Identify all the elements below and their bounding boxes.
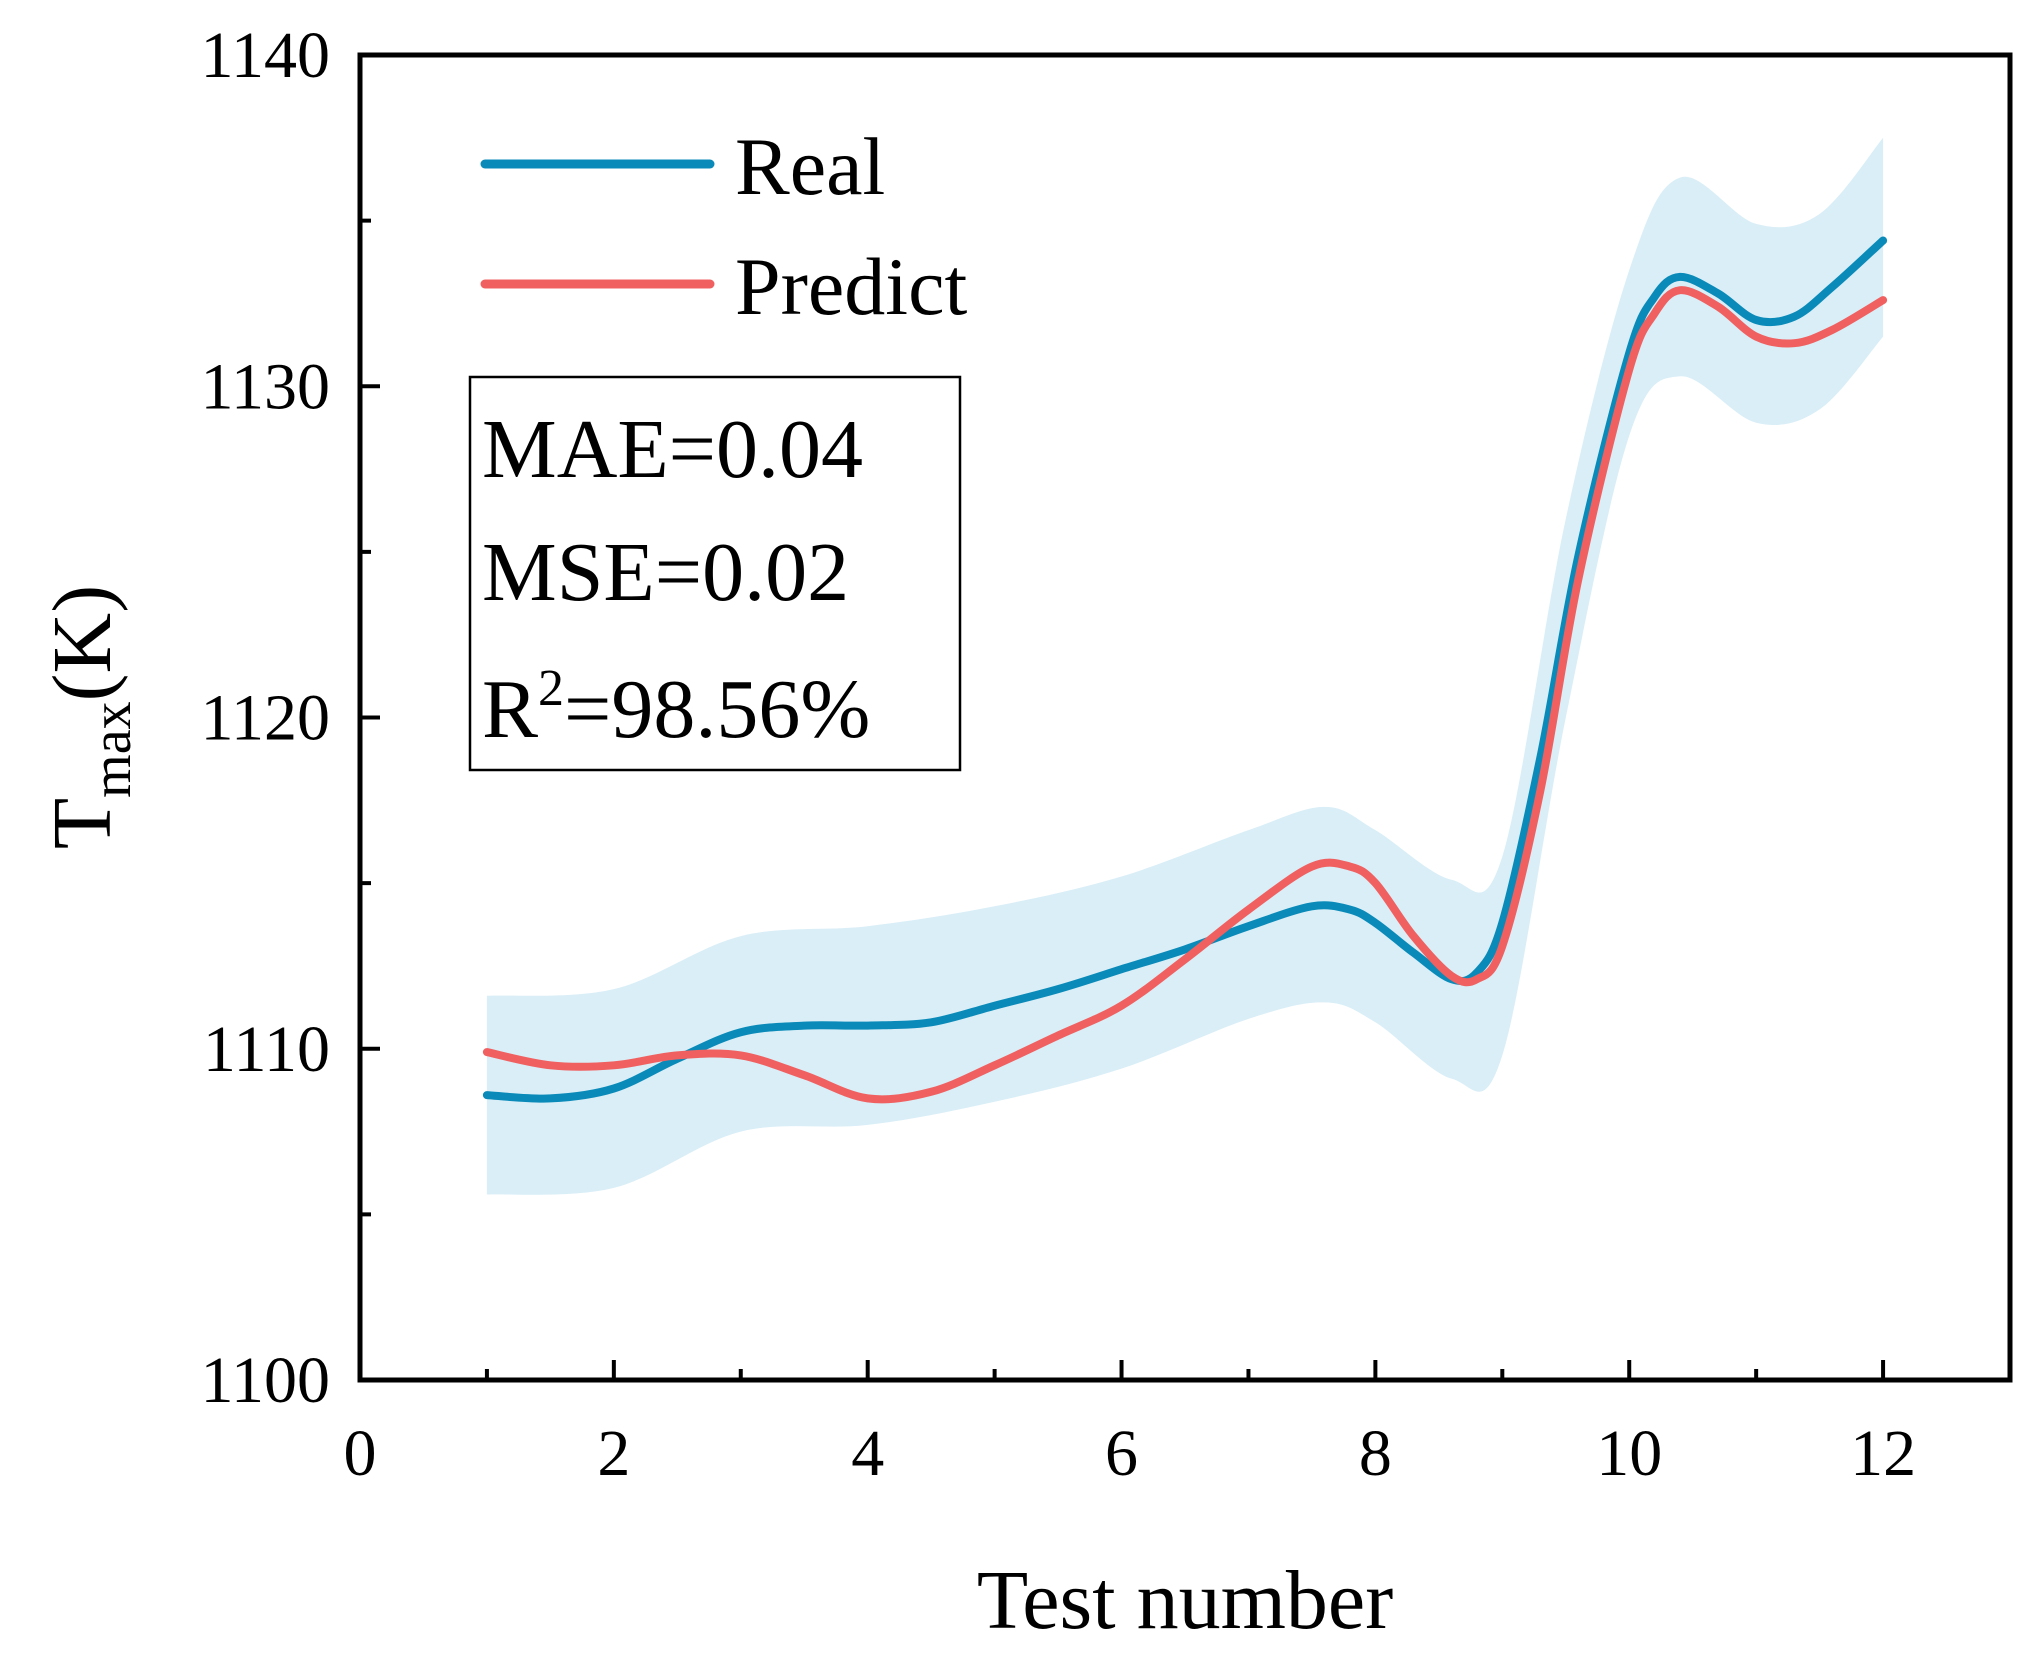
x-tick-label: 10 (1596, 1417, 1662, 1490)
metrics-box-frame (468, 375, 962, 772)
y-tick-label: 1110 (203, 1013, 330, 1086)
legend: Real Predict (480, 121, 967, 332)
metric-mse: MSE=0.02 (482, 526, 849, 619)
y-axis-title-main: T (36, 798, 129, 849)
series-layer (482, 236, 1888, 1104)
x-tick-label: 8 (1359, 1417, 1392, 1490)
x-axis-title: Test number (977, 1554, 1393, 1647)
confidence-band (486, 137, 1884, 1195)
y-tick-label: 1120 (200, 682, 330, 755)
legend-label-real: Real (735, 121, 885, 212)
x-tick-label: 6 (1105, 1417, 1138, 1490)
series-line-real (482, 236, 1888, 1103)
metric-mae: MAE=0.04 (482, 403, 863, 496)
y-axis-title-sub: max (81, 701, 143, 797)
legend-label-predict: Predict (735, 241, 967, 332)
y-tick-label: 1130 (200, 350, 330, 423)
tick-layer: 0 2 4 6 8 10 12 1100 1110 1120 1130 1140 (200, 19, 1916, 1490)
svg-text:Tmax(K): Tmax(K) (36, 585, 143, 849)
x-tick-label: 4 (851, 1417, 884, 1490)
metrics-box: MAE=0.04 MSE=0.02 R2=98.56% (468, 375, 962, 772)
x-tick-label: 12 (1850, 1417, 1916, 1490)
metric-r2-sup: 2 (538, 660, 564, 717)
x-tick-label: 2 (597, 1417, 630, 1490)
metric-r2: R2=98.56% (482, 660, 870, 756)
y-axis-title: Tmax(K) (36, 585, 143, 849)
x-tick-label: 0 (344, 1417, 377, 1490)
metric-r2-prefix: R (482, 663, 538, 756)
series-line-predict (482, 286, 1888, 1104)
y-axis-title-suffix: (K) (36, 585, 129, 702)
y-tick-label: 1140 (200, 19, 330, 92)
confidence-band-layer (486, 137, 1884, 1195)
y-tick-label: 1100 (200, 1344, 330, 1417)
metric-r2-suffix: =98.56% (564, 663, 870, 756)
